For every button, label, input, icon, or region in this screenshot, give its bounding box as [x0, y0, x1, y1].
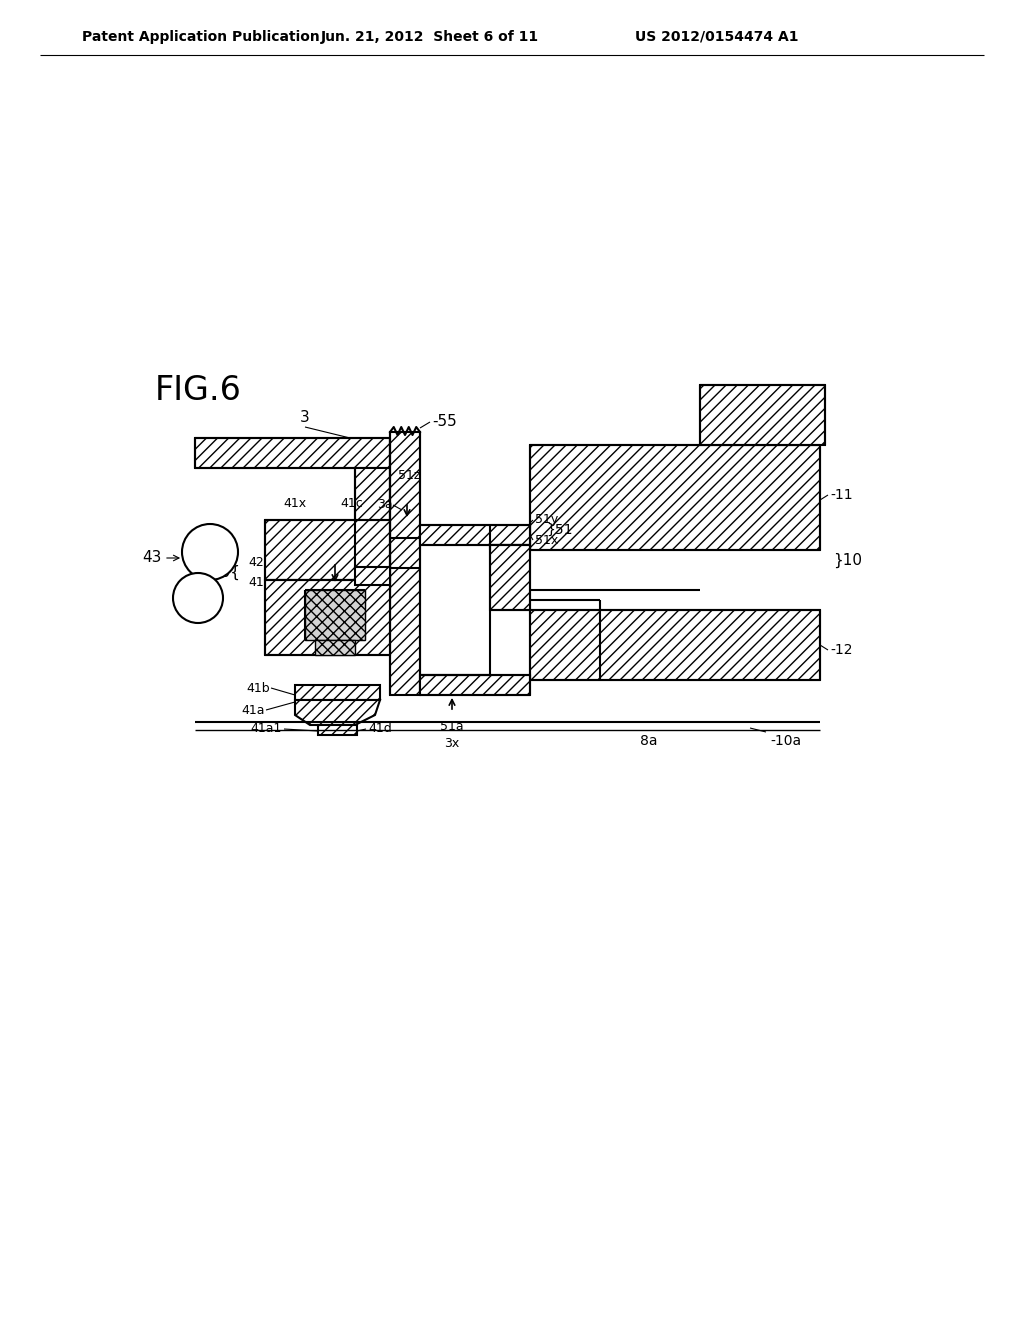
- Text: 51x: 51x: [535, 533, 558, 546]
- Text: 41b: 41b: [247, 681, 270, 694]
- Text: 3a: 3a: [378, 499, 393, 511]
- Text: 41x: 41x: [284, 498, 306, 510]
- Text: 3: 3: [300, 411, 310, 425]
- Polygon shape: [355, 469, 390, 568]
- Circle shape: [173, 573, 223, 623]
- Text: 8a: 8a: [640, 734, 657, 748]
- Text: 3x: 3x: [444, 737, 460, 750]
- Polygon shape: [195, 438, 390, 469]
- Text: 40{: 40{: [211, 565, 240, 579]
- Text: }51: }51: [546, 523, 572, 537]
- Text: 41a1: 41a1: [251, 722, 282, 735]
- Text: US 2012/0154474 A1: US 2012/0154474 A1: [635, 30, 799, 44]
- Text: -11: -11: [830, 488, 853, 502]
- Text: 41c: 41c: [341, 498, 364, 510]
- Circle shape: [182, 524, 238, 579]
- Text: 51y: 51y: [535, 513, 558, 527]
- Polygon shape: [318, 725, 357, 735]
- Text: 41d: 41d: [368, 722, 392, 735]
- Polygon shape: [390, 432, 420, 696]
- Text: -10a: -10a: [770, 734, 801, 748]
- Polygon shape: [420, 525, 530, 545]
- Polygon shape: [295, 685, 380, 700]
- Text: 43: 43: [142, 550, 162, 565]
- Polygon shape: [420, 675, 530, 696]
- Text: 41a: 41a: [242, 704, 265, 717]
- Text: -55: -55: [432, 414, 457, 429]
- Polygon shape: [530, 445, 820, 550]
- Text: Patent Application Publication: Patent Application Publication: [82, 30, 319, 44]
- Polygon shape: [295, 700, 380, 725]
- Text: }10: }10: [833, 552, 862, 568]
- Polygon shape: [315, 640, 355, 655]
- Polygon shape: [530, 610, 820, 680]
- Polygon shape: [265, 579, 390, 655]
- Polygon shape: [265, 520, 390, 579]
- Text: Jun. 21, 2012  Sheet 6 of 11: Jun. 21, 2012 Sheet 6 of 11: [321, 30, 539, 44]
- Text: -12: -12: [830, 643, 853, 657]
- Text: 51a: 51a: [440, 719, 464, 733]
- Polygon shape: [305, 590, 365, 640]
- Text: 41: 41: [248, 576, 264, 589]
- Polygon shape: [490, 545, 530, 610]
- Polygon shape: [700, 385, 825, 445]
- Text: 51z: 51z: [398, 469, 421, 482]
- Polygon shape: [355, 568, 390, 585]
- Text: 42: 42: [248, 556, 264, 569]
- Text: FIG.6: FIG.6: [155, 374, 242, 407]
